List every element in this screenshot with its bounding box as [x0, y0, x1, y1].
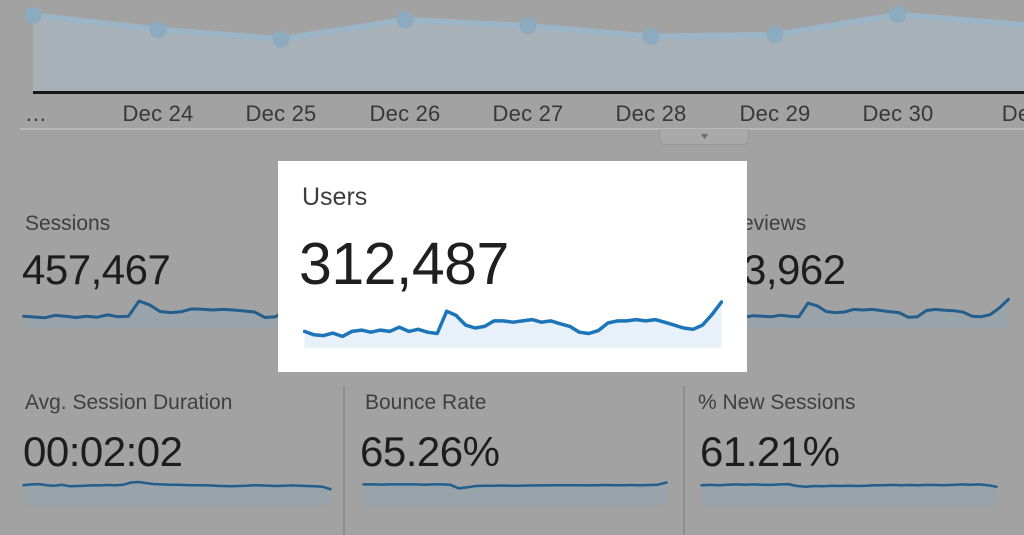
- metric-label: Sessions: [25, 212, 111, 235]
- metric-users-card[interactable]: Users 312,487: [278, 161, 747, 372]
- metric-value: 00:02:02: [23, 428, 183, 475]
- timeline-date-label: Dec 25: [245, 101, 317, 126]
- timeline-slider-handle[interactable]: ▼: [659, 129, 749, 145]
- metric-value: 457,467: [22, 246, 171, 293]
- vertical-divider: [683, 386, 685, 535]
- metric-label: Bounce Rate: [365, 391, 487, 414]
- timeline-slider-track[interactable]: [20, 128, 1024, 130]
- metric-value: 3,962: [743, 246, 846, 293]
- timeline-axis: [33, 91, 1024, 94]
- metric-value: 61.21%: [700, 428, 840, 475]
- timeline-date-label: De: [1001, 101, 1024, 126]
- timeline-date-label: Dec 30: [862, 101, 934, 126]
- metric-sparkline: [362, 481, 668, 506]
- timeline-date-label: Dec 28: [615, 101, 687, 126]
- metric-label: Avg. Session Duration: [25, 391, 233, 414]
- timeline-date-label: Dec 24: [122, 101, 194, 126]
- metric-value: 312,487: [299, 231, 509, 297]
- metric-label: % New Sessions: [698, 391, 856, 414]
- timeline-chart[interactable]: [0, 0, 1024, 94]
- metric-label: Users: [302, 183, 368, 211]
- metric-value: 65.26%: [360, 428, 500, 475]
- timeline-date-row: … Dec 24 Dec 25 Dec 26 Dec 27 Dec 28 Dec 29 Dec…: [0, 101, 1024, 126]
- timeline-date-label: …: [24, 101, 48, 126]
- metric-label: eviews: [742, 212, 807, 235]
- timeline-date-label: Dec 26: [369, 101, 441, 126]
- metric-sparkline: [303, 300, 723, 348]
- metric-sparkline: [22, 480, 332, 506]
- vertical-divider: [343, 386, 345, 535]
- chevron-down-icon: ▼: [697, 131, 711, 141]
- metric-sparkline: [700, 482, 998, 506]
- timeline-date-label: Dec 29: [739, 101, 811, 126]
- timeline-date-label: Dec 27: [492, 101, 564, 126]
